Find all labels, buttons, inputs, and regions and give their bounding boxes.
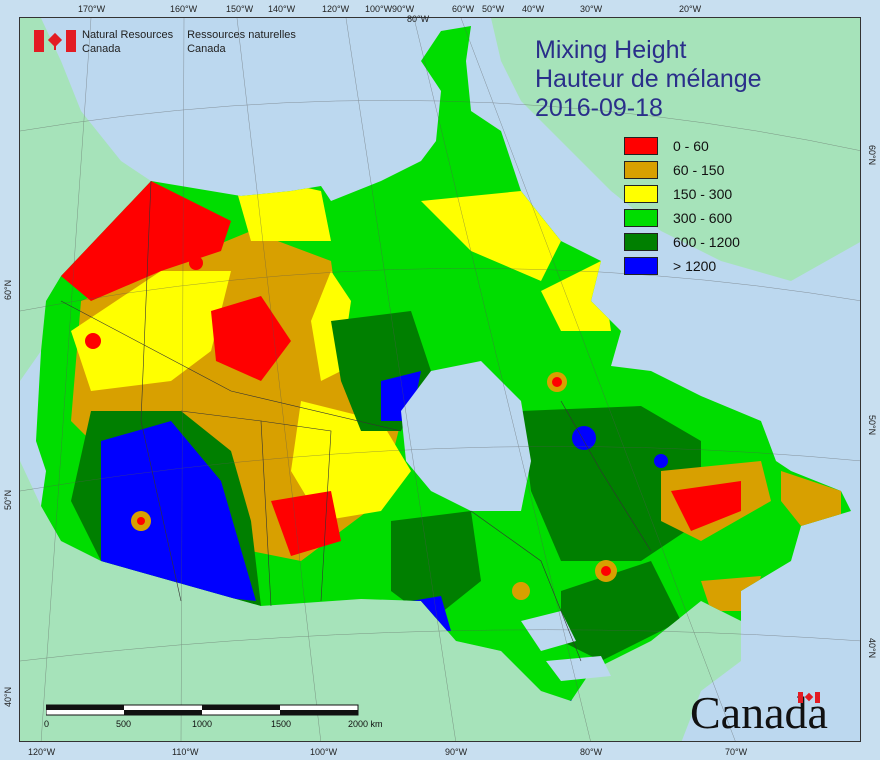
legend-item: 300 - 600 bbox=[624, 206, 740, 230]
agency-signature: Natural Resources Canada Ressources natu… bbox=[34, 28, 310, 56]
right-label: 50°N bbox=[867, 415, 877, 435]
top-label-outer: 140°W bbox=[268, 4, 296, 14]
top-label-outer: 120°W bbox=[322, 4, 350, 14]
top-label-outer: 90°W bbox=[392, 4, 415, 14]
legend-swatch bbox=[624, 161, 658, 179]
canada-flag-icon bbox=[797, 692, 820, 703]
legend-swatch bbox=[624, 209, 658, 227]
legend-item: 60 - 150 bbox=[624, 158, 740, 182]
legend-label: 60 - 150 bbox=[673, 162, 725, 178]
legend-swatch bbox=[624, 137, 658, 155]
legend-swatch bbox=[624, 185, 658, 203]
scale-bar: 0 500 1000 1500 2000 km bbox=[44, 703, 383, 729]
left-label: 60°N bbox=[3, 280, 13, 300]
top-label-outer: 150°W bbox=[226, 4, 254, 14]
scale-tick: 2000 km bbox=[348, 719, 383, 729]
agency-fr-line1: Ressources naturelles bbox=[187, 29, 296, 41]
agency-english: Natural Resources Canada bbox=[82, 28, 173, 56]
canada-flag-icon bbox=[34, 30, 76, 52]
alaska-land bbox=[20, 18, 151, 381]
legend-label: 600 - 1200 bbox=[673, 234, 740, 250]
province-boundaries bbox=[60, 180, 652, 662]
scale-bar-graphic bbox=[46, 704, 359, 716]
hudson-bay bbox=[401, 361, 531, 511]
left-label: 40°N bbox=[3, 687, 13, 707]
right-label: 60°N bbox=[867, 145, 877, 165]
legend-label: > 1200 bbox=[673, 258, 717, 274]
top-label-outer: 80°W bbox=[407, 14, 430, 24]
legend-item: 150 - 300 bbox=[624, 182, 740, 206]
title-date: 2016-09-18 bbox=[535, 94, 663, 122]
map-title: Mixing Height Hauteur de mélange 2016-09… bbox=[535, 36, 762, 123]
bottom-label: 110°W bbox=[172, 747, 199, 757]
top-label-outer: 40°W bbox=[522, 4, 545, 14]
bottom-label: 100°W bbox=[310, 747, 338, 757]
scale-tick: 1000 bbox=[192, 719, 213, 729]
top-label-outer: 50°W bbox=[482, 4, 505, 14]
agency-fr-line2: Canada bbox=[187, 43, 226, 55]
bottom-label: 90°W bbox=[445, 747, 468, 757]
great-lakes bbox=[521, 611, 611, 681]
usa-land bbox=[20, 461, 741, 741]
legend-label: 300 - 600 bbox=[673, 210, 733, 226]
top-label-outer: 170°W bbox=[78, 4, 106, 14]
legend-item: > 1200 bbox=[624, 254, 740, 278]
title-english: Mixing Height bbox=[535, 36, 687, 64]
mixing-height-field bbox=[36, 26, 851, 701]
greenland-land bbox=[491, 18, 860, 281]
title-french: Hauteur de mélange bbox=[535, 65, 762, 93]
legend: 0 - 60 60 - 150 150 - 300 300 - 600 600 - 12… bbox=[624, 134, 740, 278]
top-label-outer: 100°W bbox=[365, 4, 393, 14]
top-label-outer: 20°W bbox=[679, 4, 702, 14]
graticule bbox=[20, 18, 860, 741]
top-label-outer: 160°W bbox=[170, 4, 198, 14]
right-label: 40°N bbox=[867, 638, 877, 658]
legend-label: 0 - 60 bbox=[673, 138, 709, 154]
scale-tick: 500 bbox=[116, 719, 132, 729]
legend-item: 0 - 60 bbox=[624, 134, 740, 158]
bottom-label: 70°W bbox=[725, 747, 748, 757]
legend-label: 150 - 300 bbox=[673, 186, 733, 202]
scale-tick: 1500 bbox=[271, 719, 292, 729]
bottom-label: 80°W bbox=[580, 747, 603, 757]
left-label: 50°N bbox=[3, 490, 13, 510]
legend-swatch bbox=[624, 257, 658, 275]
bottom-label: 120°W bbox=[28, 747, 56, 757]
legend-swatch bbox=[624, 233, 658, 251]
canada-wordmark: Canada bbox=[690, 690, 828, 736]
map-canvas bbox=[20, 18, 860, 741]
agency-french: Ressources naturelles Canada bbox=[187, 28, 296, 56]
scale-tick: 0 bbox=[44, 719, 50, 729]
legend-item: 600 - 1200 bbox=[624, 230, 740, 254]
top-label-outer: 60°W bbox=[452, 4, 475, 14]
agency-en-line1: Natural Resources bbox=[82, 29, 174, 41]
top-label-outer: 30°W bbox=[580, 4, 603, 14]
agency-en-line2: Canada bbox=[82, 43, 121, 55]
map-frame bbox=[19, 17, 861, 742]
